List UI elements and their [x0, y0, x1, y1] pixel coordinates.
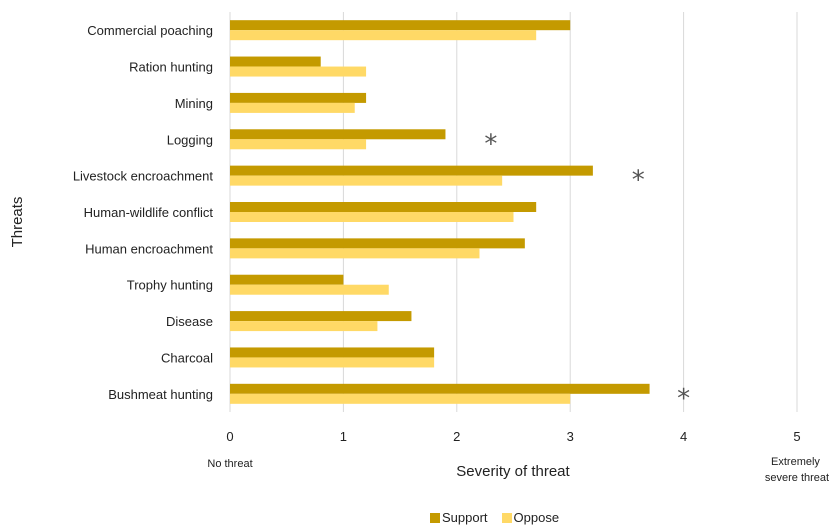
legend-item-support: Support [430, 510, 488, 525]
category-label-0: Commercial poaching [87, 23, 213, 38]
x-tick-label-4: 4 [680, 429, 687, 444]
category-label-6: Human encroachment [85, 241, 213, 256]
x-tick-label-3: 3 [567, 429, 574, 444]
category-label-1: Ration hunting [129, 60, 213, 75]
legend-label-oppose: Oppose [513, 510, 560, 525]
bar-oppose-4 [230, 175, 503, 186]
bar-oppose-1 [230, 66, 367, 77]
category-label-4: Livestock encroachment [73, 169, 214, 184]
category-label-8: Disease [166, 314, 213, 329]
category-label-3: Logging [167, 132, 213, 147]
x-tick-label-2: 2 [453, 429, 460, 444]
bar-support-7 [230, 274, 344, 285]
bar-support-0 [230, 20, 571, 31]
bar-oppose-2 [230, 102, 355, 113]
bar-oppose-7 [230, 284, 389, 295]
bar-oppose-8 [230, 321, 378, 332]
legend: Support Oppose [430, 510, 559, 525]
bar-support-4 [230, 165, 593, 176]
bar-support-8 [230, 311, 412, 322]
x-tick-label-5: 5 [793, 429, 800, 444]
category-labels: Commercial poaching Ration hunting Mining L… [73, 23, 214, 402]
significance-marker-10: * [677, 384, 690, 414]
bars [230, 20, 650, 404]
legend-item-oppose: Oppose [501, 510, 560, 525]
bar-oppose-9 [230, 357, 435, 368]
category-label-7: Trophy hunting [127, 278, 213, 293]
category-label-2: Mining [175, 96, 213, 111]
legend-swatch-support [430, 512, 440, 523]
y-axis-title: Threats [9, 197, 26, 248]
category-label-10: Bushmeat hunting [108, 387, 213, 402]
x-axis-title: Severity of threat [456, 463, 570, 480]
x-tick-label-1: 1 [340, 429, 347, 444]
bar-support-9 [230, 347, 435, 358]
significance-marker-3: * [484, 129, 497, 159]
bar-oppose-6 [230, 248, 480, 259]
x-tick-label-0: 0 [226, 429, 233, 444]
bar-support-10 [230, 383, 650, 394]
legend-swatch-oppose [501, 512, 512, 523]
bar-oppose-3 [230, 139, 367, 150]
category-label-5: Human-wildlife conflict [84, 205, 214, 220]
bar-oppose-10 [230, 393, 571, 404]
x-min-label: No threat [207, 458, 252, 470]
x-max-label: Extremely severe threat [765, 456, 829, 484]
significance-markers: * * * [484, 129, 690, 414]
significance-marker-4: * [632, 166, 645, 196]
bar-support-2 [230, 92, 367, 103]
bar-oppose-0 [230, 30, 537, 41]
bar-support-1 [230, 56, 321, 67]
bar-support-3 [230, 129, 446, 140]
category-label-9: Charcoal [161, 350, 213, 365]
x-tick-labels: 0 1 2 3 4 5 [226, 429, 800, 444]
bar-oppose-5 [230, 212, 514, 222]
bar-support-6 [230, 238, 525, 249]
bar-chart: Commercial poaching Ration hunting Mining L… [9, 12, 829, 484]
bar-support-5 [230, 202, 537, 212]
legend-label-support: Support [442, 510, 488, 525]
